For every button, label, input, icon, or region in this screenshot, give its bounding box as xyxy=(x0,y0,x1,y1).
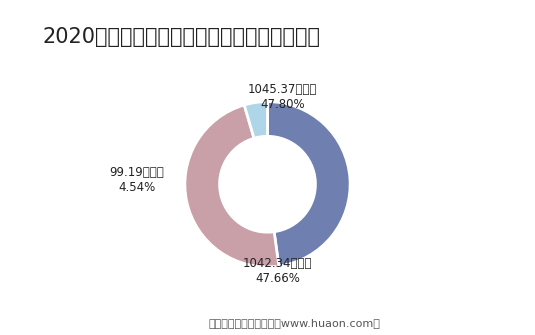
Text: 1045.37亿元，
47.80%: 1045.37亿元， 47.80% xyxy=(248,83,317,112)
Text: 1042.34亿元，
47.66%: 1042.34亿元， 47.66% xyxy=(243,257,312,285)
Text: 制图：华经产业研究院（www.huaon.com）: 制图：华经产业研究院（www.huaon.com） xyxy=(208,318,380,328)
Text: 2020年马鞍山市地区生产总值产业结构占比图: 2020年马鞍山市地区生产总值产业结构占比图 xyxy=(43,27,321,47)
Wedge shape xyxy=(185,105,279,267)
Wedge shape xyxy=(268,102,350,266)
Wedge shape xyxy=(244,102,268,138)
Text: 99.19亿元，
4.54%: 99.19亿元， 4.54% xyxy=(110,166,164,194)
